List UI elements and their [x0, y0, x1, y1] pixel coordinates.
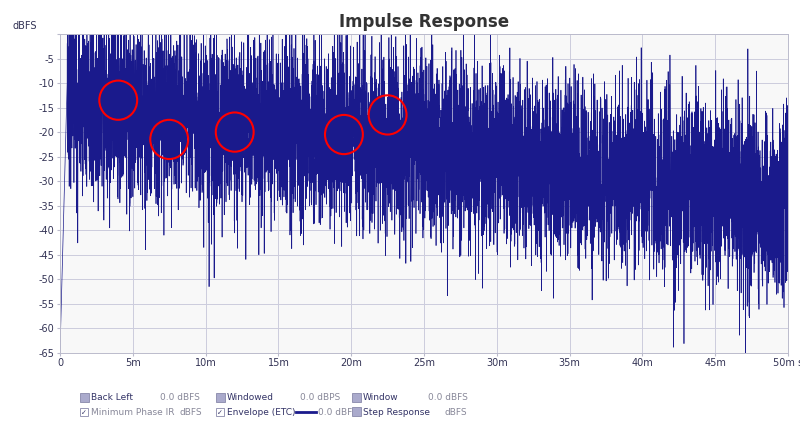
Text: Windowed: Windowed: [227, 393, 274, 402]
Text: Step Response: Step Response: [363, 408, 430, 417]
Text: dBFS: dBFS: [444, 408, 466, 417]
Text: ✓: ✓: [81, 410, 86, 416]
Text: 0.0 dBFS: 0.0 dBFS: [428, 393, 468, 402]
Title: Impulse Response: Impulse Response: [339, 13, 509, 31]
Text: 0.0 dBFS: 0.0 dBFS: [160, 393, 200, 402]
Text: dBFS: dBFS: [180, 408, 202, 417]
Text: dBFS: dBFS: [13, 21, 37, 31]
Text: Window: Window: [363, 393, 399, 402]
Text: Back Left: Back Left: [91, 393, 133, 402]
Text: Envelope (ETC): Envelope (ETC): [227, 408, 296, 417]
Text: 0.0 dBFS: 0.0 dBFS: [318, 408, 358, 417]
Text: Minimum Phase IR: Minimum Phase IR: [91, 408, 174, 417]
Text: 0.0 dBPS: 0.0 dBPS: [300, 393, 340, 402]
Text: ✓: ✓: [217, 410, 222, 416]
